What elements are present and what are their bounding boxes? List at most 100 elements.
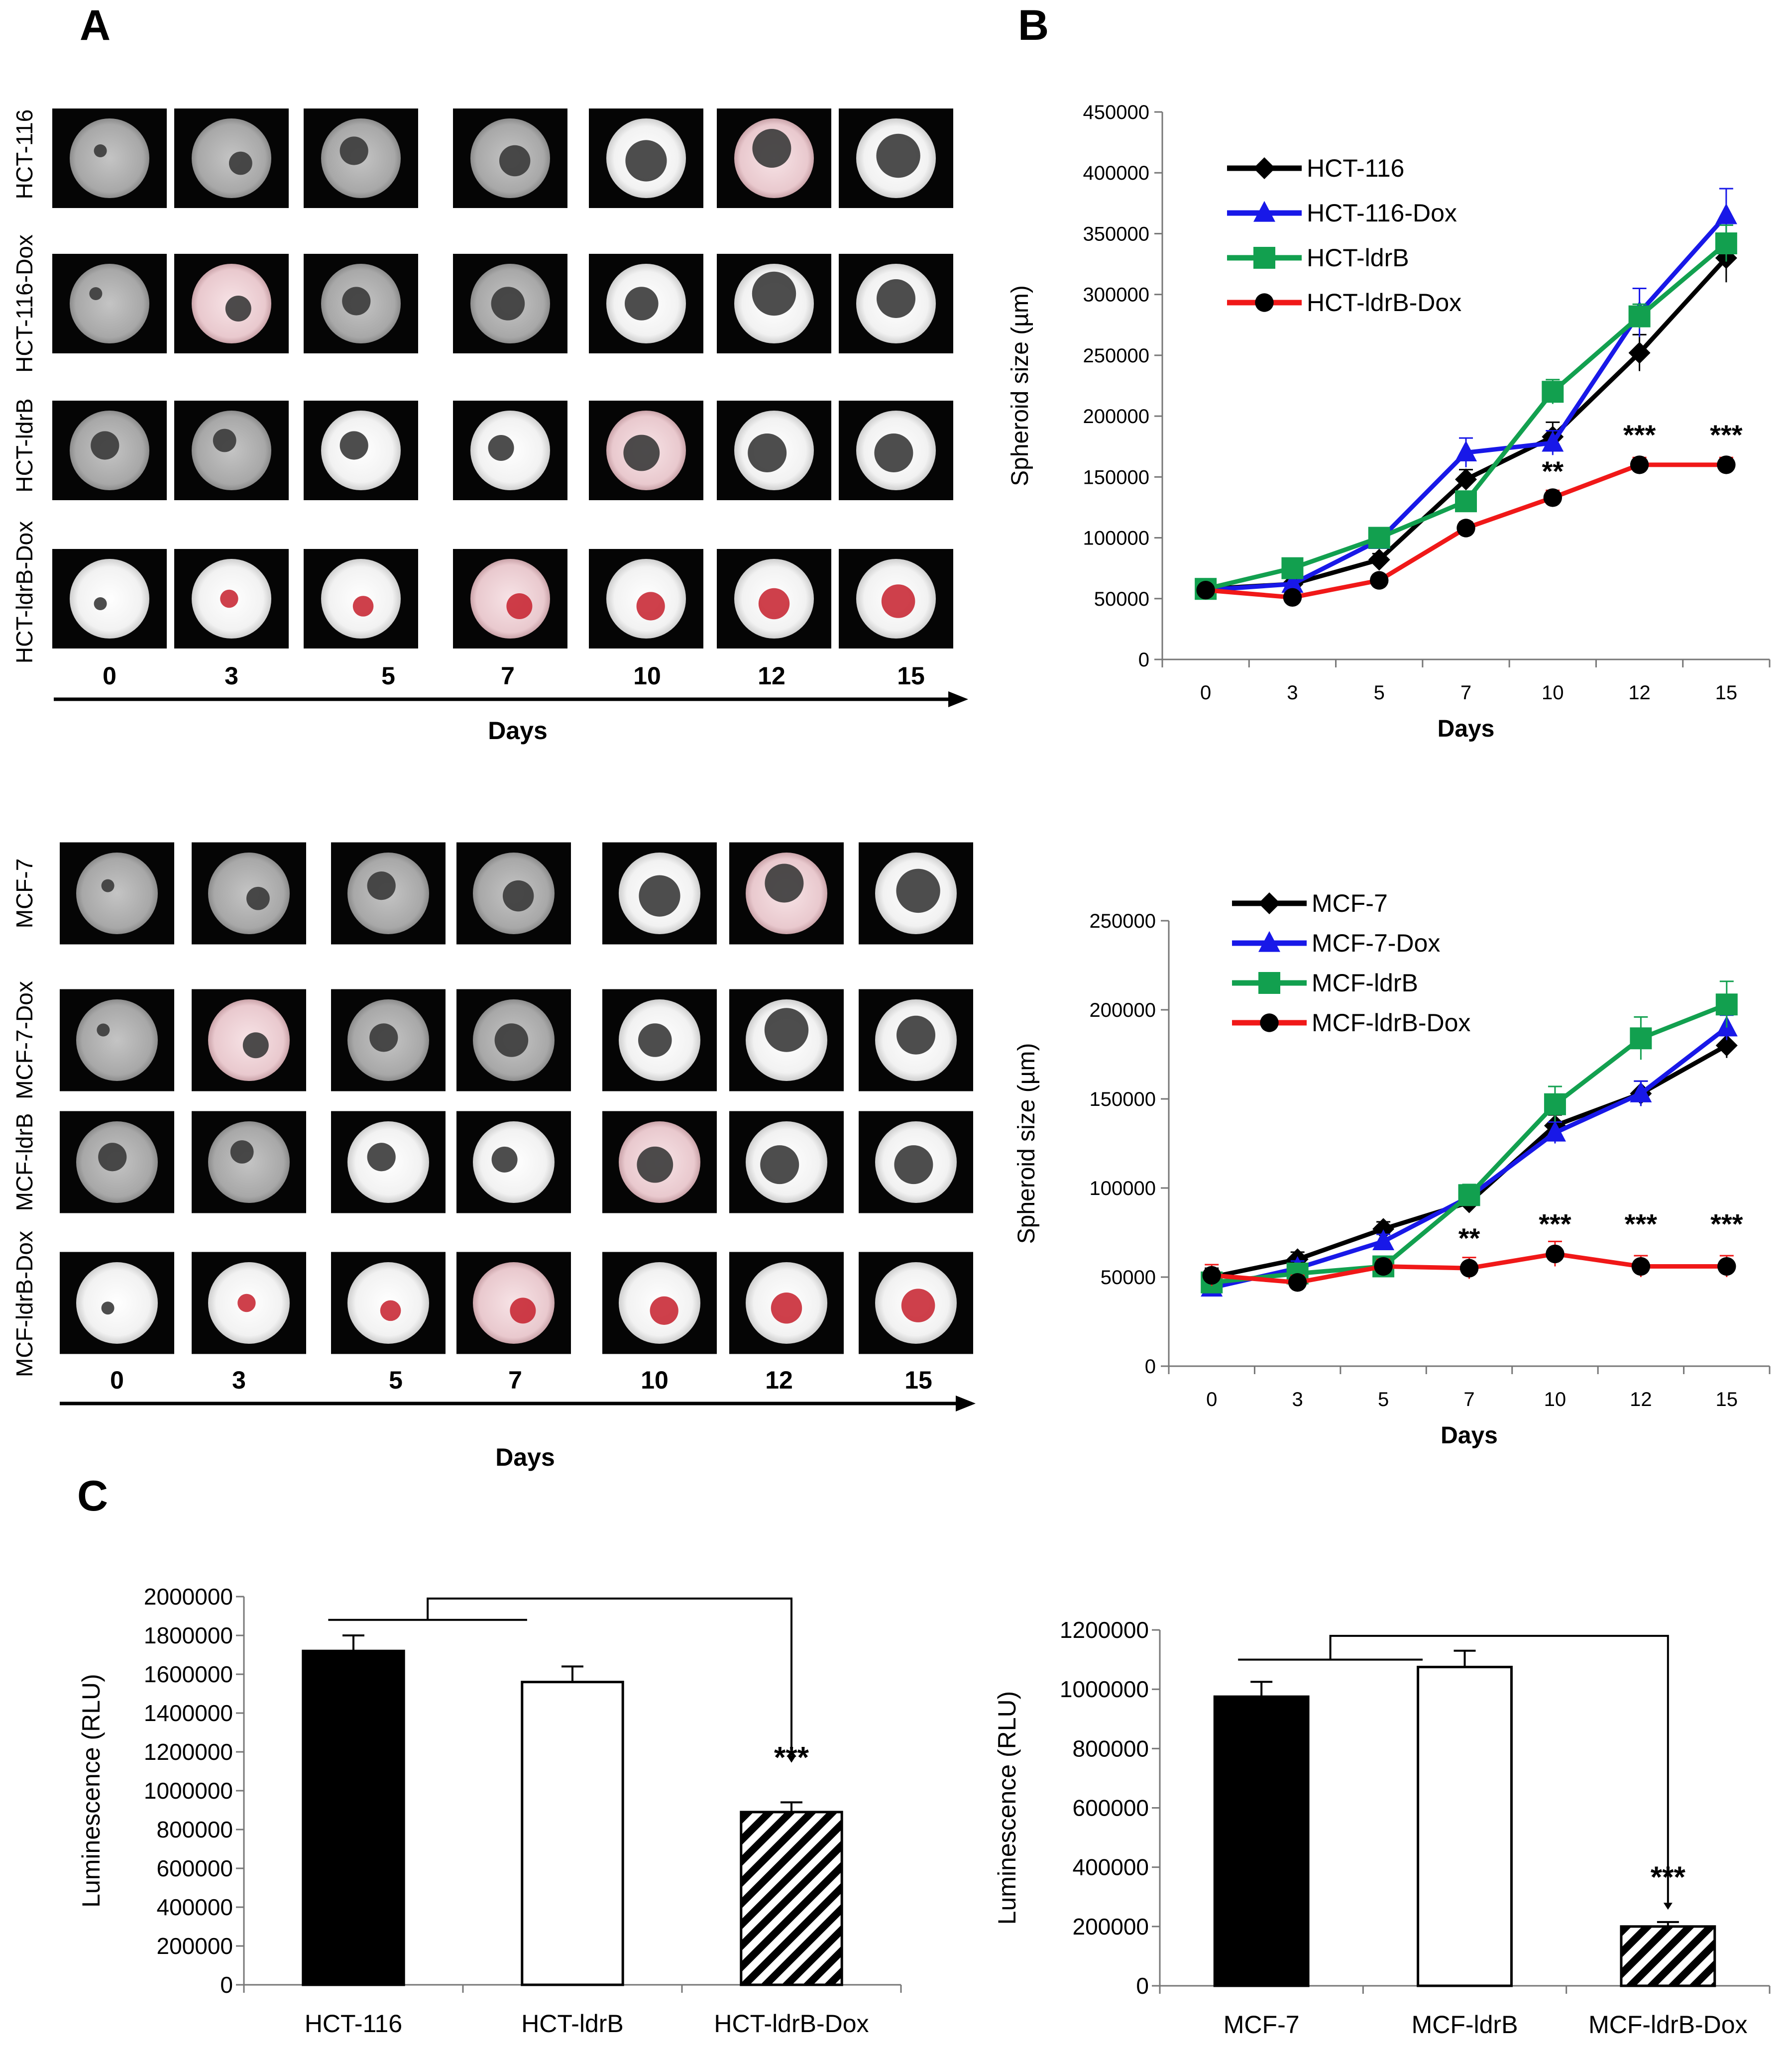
data-point-HCT-ldrB — [1715, 232, 1737, 254]
spheroid-blob — [367, 1143, 396, 1172]
spheroid-blob — [752, 271, 796, 316]
x-tick-label: 15 — [1715, 682, 1738, 704]
day-label: 15 — [897, 662, 925, 690]
y-tick-label: 600000 — [1073, 1795, 1149, 1821]
well-circle — [192, 411, 271, 490]
significance-label: *** — [1710, 419, 1743, 450]
data-point-HCT-116 — [1368, 548, 1390, 571]
data-point-MCF-ldrB — [1544, 1093, 1566, 1115]
row-label: MCF-7-Dox — [11, 981, 37, 1099]
data-point-HCT-ldrB-Dox — [1717, 455, 1736, 474]
well-circle — [76, 853, 158, 934]
legend-marker — [1255, 293, 1274, 312]
spheroid-blob — [760, 1145, 799, 1185]
legend-marker — [1253, 201, 1275, 222]
grid-axis-label: Days — [488, 717, 548, 745]
chart-mcf-luminescence: 0 200000 400000 600000 800000 1000000 1200000 M… — [993, 1617, 1771, 2039]
y-tick-label: 350000 — [1083, 223, 1149, 245]
day-label: 0 — [103, 662, 116, 690]
spheroid-blob — [874, 433, 913, 472]
data-point-MCF-7-Dox — [1630, 1081, 1652, 1102]
data-point-HCT-ldrB-Dox — [1196, 580, 1215, 600]
day-label: 3 — [224, 662, 238, 690]
significance-label: ** — [1542, 455, 1564, 487]
y-tick-label: 100000 — [1090, 1178, 1156, 1199]
grid-axis-label: Days — [495, 1443, 555, 1471]
legend-label: HCT-116 — [1307, 154, 1404, 182]
data-point-HCT-ldrB-Dox — [1456, 519, 1475, 538]
significance-label: *** — [1651, 1860, 1686, 1894]
well-circle — [208, 1121, 290, 1203]
x-tick-label: 3 — [1287, 682, 1298, 704]
day-label: 0 — [110, 1366, 124, 1394]
spheroid-blob — [758, 588, 790, 620]
timeline-arrowhead — [956, 1396, 976, 1411]
data-point-MCF-7-Dox — [1372, 1229, 1395, 1250]
well-circle — [76, 1262, 158, 1344]
spheroid-blob — [339, 431, 368, 460]
x-tick-label: 3 — [1292, 1389, 1303, 1410]
legend-marker — [1258, 931, 1280, 952]
data-point-HCT-ldrB-Dox — [1283, 588, 1302, 607]
x-tick-label: HCT-ldrB-Dox — [714, 2010, 869, 2038]
y-tick-label: 400000 — [1073, 1854, 1149, 1880]
y-tick-label: 400000 — [157, 1894, 233, 1920]
y-tick-label: 1200000 — [144, 1739, 233, 1765]
legend-marker — [1258, 972, 1280, 994]
bar-MCF-7 — [1213, 1695, 1310, 1987]
data-point-MCF-ldrB-Dox — [1546, 1244, 1565, 1264]
spheroid-blob — [98, 1143, 127, 1172]
spheroid-blob — [636, 592, 665, 621]
legend-label: MCF-ldrB — [1312, 969, 1418, 997]
x-tick-label: 15 — [1716, 1389, 1738, 1410]
spheroid-blob — [764, 1008, 809, 1052]
spheroid-blob — [491, 1146, 518, 1173]
spheroid-blob — [637, 1146, 673, 1183]
y-tick-label: 400000 — [1083, 162, 1149, 184]
data-point-HCT-116 — [1628, 342, 1651, 364]
spheroid-blob — [752, 129, 791, 168]
data-point-HCT-ldrB-Dox — [1543, 488, 1562, 507]
spheroid-blob — [639, 875, 680, 917]
row-label: HCT-116-Dox — [11, 234, 37, 373]
bar-HCT-116 — [302, 1649, 405, 1986]
data-point-MCF-7-Dox — [1544, 1120, 1566, 1142]
day-label: 5 — [381, 662, 395, 690]
spheroid-blob — [229, 151, 252, 175]
spheroid-blob — [876, 133, 920, 178]
spheroid-blob — [623, 434, 660, 471]
row-label: MCF-7 — [11, 859, 37, 929]
x-tick-label: 12 — [1628, 682, 1651, 704]
legend-marker — [1253, 247, 1275, 269]
x-tick-label: MCF-ldrB-Dox — [1588, 2011, 1747, 2039]
data-point-MCF-ldrB-Dox — [1288, 1273, 1307, 1292]
significance-label: *** — [774, 1740, 809, 1774]
row-label: MCF-ldrB — [11, 1113, 37, 1211]
x-tick-label: 0 — [1200, 682, 1211, 704]
x-tick-label: 5 — [1378, 1389, 1389, 1410]
spheroid-blob — [339, 136, 368, 165]
data-point-HCT-ldrB — [1281, 557, 1304, 579]
spheroid-blob — [237, 1294, 256, 1312]
spheroid-blob — [510, 1297, 536, 1324]
y-axis-label: Luminescence (RLU) — [993, 1691, 1021, 1925]
data-point-HCT-ldrB-Dox — [1630, 455, 1649, 474]
chart-hct-spheroid-growth: 0 50000 100000 150000 200000 250000 300000 3500… — [1007, 102, 1771, 742]
spheroid-blob — [91, 431, 119, 460]
x-tick-label: 7 — [1463, 1389, 1474, 1410]
data-point-MCF-ldrB-Dox — [1374, 1257, 1393, 1276]
bar-MCF-ldrB — [1417, 1665, 1513, 1987]
row-label: HCT-116 — [11, 109, 37, 200]
y-tick-label: 0 — [220, 1972, 233, 1998]
y-tick-label: 50000 — [1094, 588, 1149, 610]
spheroid-blob — [650, 1296, 678, 1325]
spheroid-blob — [625, 287, 659, 321]
bar-HCT-ldrB — [521, 1681, 624, 1986]
y-tick-label: 100000 — [1083, 528, 1149, 549]
y-tick-label: 200000 — [1073, 1914, 1149, 1940]
spheroid-blob — [894, 1145, 933, 1185]
spheroid-blob — [220, 589, 238, 608]
x-tick-label: 10 — [1544, 1389, 1567, 1410]
y-tick-label: 600000 — [157, 1855, 233, 1881]
